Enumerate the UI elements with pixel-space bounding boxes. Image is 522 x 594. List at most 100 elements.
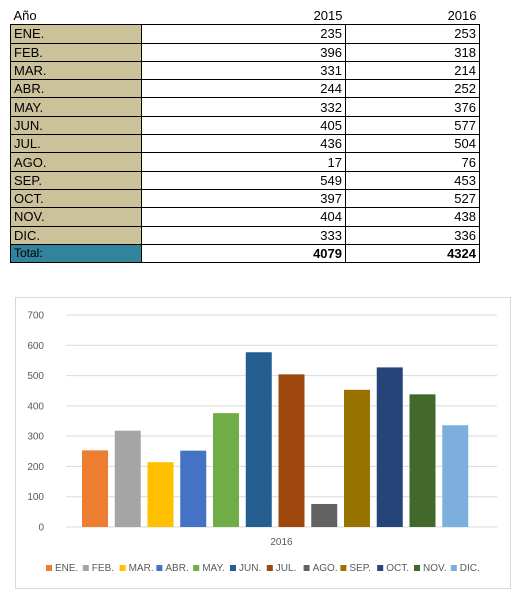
legend-swatch: [303, 565, 310, 571]
legend-label: ENE.: [55, 563, 78, 574]
legend-swatch: [46, 565, 52, 571]
y-tick-label: 300: [27, 432, 44, 443]
y-tick-label: 400: [27, 401, 44, 412]
table-row: ABR. 244 252: [10, 79, 480, 99]
month-cell: FEB.: [10, 42, 142, 62]
bar-sep: [344, 389, 370, 527]
header-2016: 2016: [447, 8, 477, 24]
legend-label: MAR.: [129, 563, 154, 574]
total-2015-cell: 4079: [141, 243, 346, 264]
value-2016-cell: 318: [345, 42, 480, 62]
data-table: Año 2015 2016 ENE. 235 253 FEB. 396 318 MAR. 33…: [10, 7, 480, 264]
value-2016-cell: 252: [345, 79, 480, 99]
legend-swatch: [82, 565, 89, 571]
y-tick-label: 0: [38, 523, 44, 534]
value-2015-cell: 549: [141, 170, 346, 190]
bar-feb: [114, 430, 141, 527]
table-row: NOV. 404 438: [10, 207, 480, 227]
value-2016-cell: 577: [345, 115, 480, 136]
table-row: OCT. 397 527: [10, 188, 480, 209]
bar-mar: [147, 462, 174, 527]
month-cell: ENE.: [10, 24, 142, 44]
value-2016-cell: 376: [345, 97, 480, 117]
value-2015-cell: 333: [141, 225, 346, 245]
month-cell: JUL.: [10, 134, 142, 154]
legend-label: JUL.: [276, 563, 297, 574]
legend-swatch: [230, 565, 236, 571]
value-2016-cell: 76: [345, 152, 480, 172]
legend-label: AGO.: [313, 563, 338, 574]
bar-ago: [311, 503, 338, 527]
value-2015-cell: 396: [141, 42, 346, 62]
legend-swatch: [340, 565, 347, 571]
table-row: FEB. 396 318: [10, 42, 480, 62]
legend-swatch: [414, 565, 420, 571]
y-tick-label: 500: [27, 371, 44, 382]
value-2015-cell: 331: [141, 60, 346, 81]
legend-swatch: [266, 565, 273, 571]
total-row: Total: 4079 4324: [10, 243, 480, 264]
value-2015-cell: 404: [141, 207, 346, 227]
table-row: DIC. 333 336: [10, 225, 480, 245]
table-body: ENE. 235 253 FEB. 396 318 MAR. 331 214 ABR. 244 252…: [10, 24, 480, 264]
month-cell: NOV.: [10, 207, 142, 227]
y-tick-label: 600: [27, 341, 44, 352]
value-2016-cell: 253: [345, 24, 480, 44]
legend-label: MAY.: [202, 563, 224, 574]
table-row: MAR. 331 214: [10, 60, 480, 81]
month-cell: DIC.: [10, 225, 142, 245]
y-tick-label: 700: [27, 311, 44, 322]
legend-label: NOV.: [423, 563, 447, 574]
month-cell: JUN.: [10, 115, 142, 136]
month-cell: MAR.: [10, 60, 142, 81]
value-2015-cell: 17: [141, 152, 346, 172]
value-2016-cell: 527: [345, 188, 480, 209]
value-2015-cell: 235: [141, 24, 346, 44]
legend-label: SEP.: [349, 563, 371, 574]
header-month: Año: [13, 8, 37, 24]
value-2016-cell: 438: [345, 207, 480, 227]
legend-swatch: [119, 565, 126, 571]
table-row: JUL. 436 504: [10, 134, 480, 154]
legend-swatch: [156, 565, 163, 571]
chart-container: 0 100 200 300 400 500 600 700 2016 ENE. FEB. MAR. AB…: [15, 297, 511, 589]
table-row: MAY. 332 376: [10, 97, 480, 117]
bar-dic: [442, 425, 469, 527]
bar-abr: [180, 450, 207, 527]
table-row: SEP. 549 453: [10, 170, 480, 190]
x-category-label: 2016: [270, 537, 293, 548]
bar-oct: [376, 367, 403, 527]
bar-nov: [409, 394, 436, 527]
month-cell: MAY.: [10, 97, 142, 117]
table-row: ENE. 235 253: [10, 24, 480, 44]
table-row: JUN. 405 577: [10, 115, 480, 136]
total-label-cell: Total:: [10, 243, 142, 264]
legend-swatch: [450, 565, 457, 571]
value-2016-cell: 453: [345, 170, 480, 190]
bar-may: [213, 413, 239, 527]
legend-label: DIC.: [460, 563, 480, 574]
header-2015: 2015: [313, 8, 343, 24]
value-2015-cell: 332: [141, 97, 346, 117]
month-cell: SEP.: [10, 170, 142, 190]
value-2016-cell: 504: [345, 134, 480, 154]
legend-swatch: [193, 565, 200, 571]
legend-label: FEB.: [92, 563, 114, 574]
legend-swatch: [377, 565, 384, 571]
legend-label: OCT.: [386, 563, 409, 574]
value-2015-cell: 405: [141, 115, 346, 136]
bar-jul: [278, 374, 305, 527]
legend-label: ABR.: [165, 563, 188, 574]
bar-jun: [245, 352, 272, 527]
value-2015-cell: 397: [141, 188, 346, 209]
legend-label: JUN.: [239, 563, 261, 574]
value-2016-cell: 214: [345, 60, 480, 81]
y-tick-label: 100: [27, 492, 44, 503]
value-2016-cell: 336: [345, 225, 480, 245]
month-cell: AGO.: [10, 152, 142, 172]
value-2015-cell: 436: [141, 134, 346, 154]
y-tick-label: 200: [27, 462, 44, 473]
total-2016-cell: 4324: [345, 243, 480, 264]
month-cell: ABR.: [10, 79, 142, 99]
table-header-row: Año 2015 2016: [11, 7, 480, 25]
